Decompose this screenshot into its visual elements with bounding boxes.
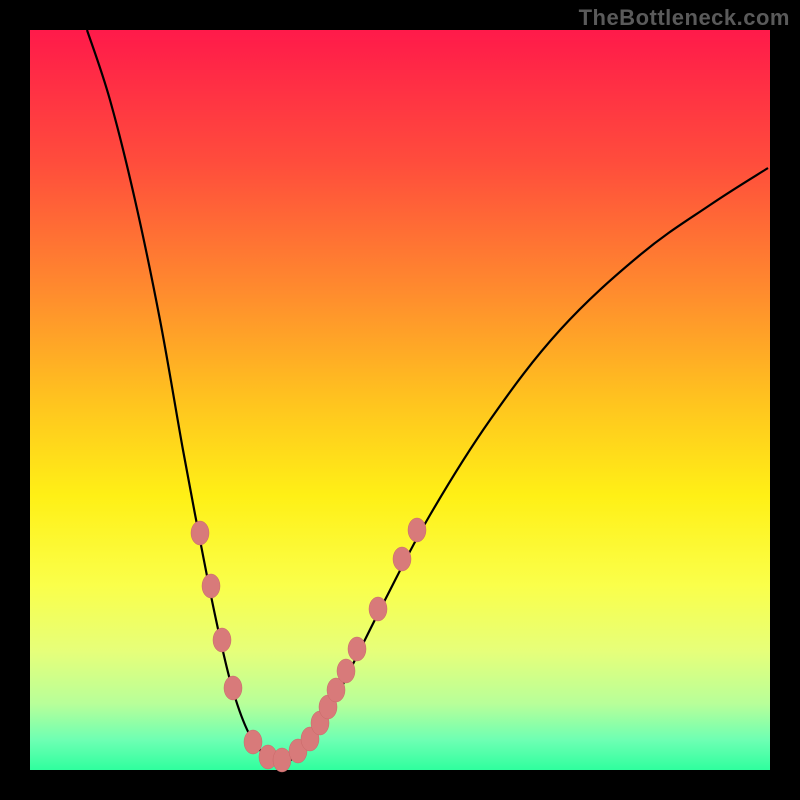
data-marker — [224, 676, 242, 700]
data-marker — [408, 518, 426, 542]
data-marker — [393, 547, 411, 571]
watermark-text: TheBottleneck.com — [579, 5, 790, 31]
data-marker — [244, 730, 262, 754]
data-marker — [369, 597, 387, 621]
data-marker — [337, 659, 355, 683]
data-marker — [273, 748, 291, 772]
data-marker — [348, 637, 366, 661]
data-marker — [202, 574, 220, 598]
data-marker — [213, 628, 231, 652]
data-marker — [191, 521, 209, 545]
plot-background — [30, 30, 770, 770]
